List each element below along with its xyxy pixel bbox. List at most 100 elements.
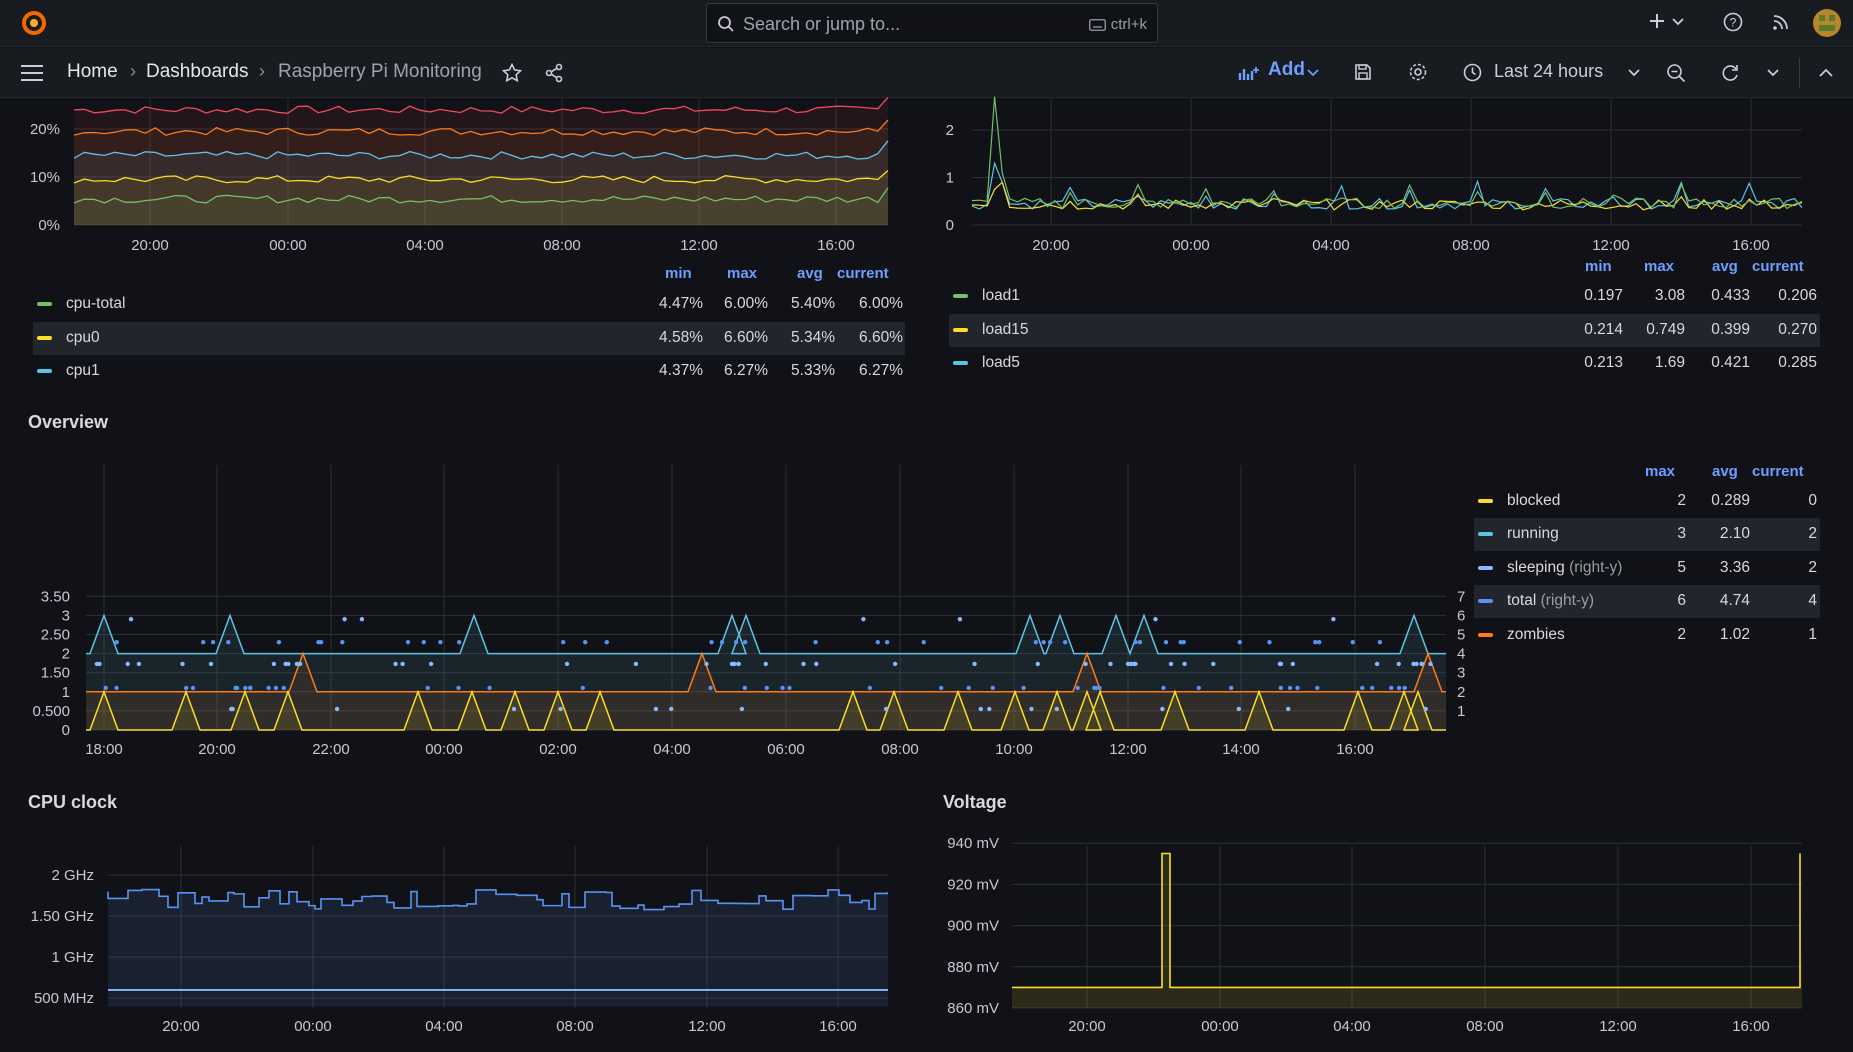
- legend-header-max[interactable]: max: [1644, 258, 1675, 275]
- breadcrumb-home[interactable]: Home: [67, 61, 118, 82]
- legend-header-max[interactable]: max: [727, 265, 758, 282]
- zoom-out-icon[interactable]: [1666, 63, 1686, 83]
- legend-header-max[interactable]: max: [1645, 463, 1676, 480]
- plus-icon[interactable]: [1648, 12, 1666, 30]
- cpu-usage-chart[interactable]: 20% 10% 0% 20:00 00:00 04:00 08:00 12:00 16:00: [0, 96, 900, 358]
- refresh-icon[interactable]: [1720, 63, 1740, 83]
- legend-current: 4: [1808, 592, 1817, 609]
- help-icon[interactable]: ?: [1723, 12, 1743, 32]
- legend-min: 4.58%: [659, 329, 703, 346]
- y-tick-label: 1: [946, 170, 954, 187]
- legend-avg: 0.433: [1711, 287, 1750, 304]
- legend-header-min[interactable]: min: [1585, 258, 1612, 275]
- legend-row-cpu-total[interactable]: cpu-total 4.47% 6.00% 5.40% 6.00%: [33, 288, 905, 321]
- series-point-sleeping: [814, 661, 819, 667]
- add-panel-icon[interactable]: [1238, 65, 1260, 81]
- panel-title[interactable]: Overview: [28, 412, 109, 432]
- series-area: [74, 140, 888, 225]
- star-icon[interactable]: [502, 63, 522, 83]
- series-point-sleeping: [883, 706, 889, 712]
- search-input[interactable]: Search or jump to... ctrl+k: [706, 3, 1158, 43]
- legend-header-current[interactable]: current: [1752, 463, 1804, 480]
- x-tick-label: 12:00: [1109, 741, 1147, 758]
- news-icon[interactable]: [1772, 13, 1790, 31]
- series-point-sleeping: [1420, 661, 1425, 667]
- add-button[interactable]: Add: [1268, 59, 1305, 81]
- series-point-sleeping: [1160, 706, 1165, 712]
- chevron-down-icon[interactable]: [1672, 18, 1684, 26]
- overview-chart[interactable]: 3.50 3 2.50 2 1.50 1 0.500 0 7 6 5 4 3 2 1 18:00 20:00 22…: [0, 450, 1470, 760]
- legend-current: 0.285: [1778, 354, 1817, 371]
- chevron-down-icon[interactable]: [1628, 69, 1640, 77]
- breadcrumb-dashboards[interactable]: Dashboards: [146, 61, 249, 82]
- y-tick-label: 2: [62, 646, 70, 663]
- load-average-chart[interactable]: 2 1 0 20:00 00:00 04:00 08:00 12:00 16:00: [900, 96, 1853, 358]
- avatar[interactable]: [1813, 9, 1841, 37]
- series-point-sleeping: [294, 661, 300, 667]
- legend-row-sleeping[interactable]: sleeping (right-y) 5 3.36 2: [1474, 552, 1820, 585]
- legend-current: 1: [1808, 626, 1817, 643]
- series-point-total: [405, 639, 411, 645]
- x-tick-label: 04:00: [406, 237, 444, 254]
- y-tick-label: 1.50: [41, 665, 70, 682]
- series-point-total: [1178, 639, 1183, 645]
- legend-header-current[interactable]: current: [1752, 258, 1804, 275]
- legend-row-load1[interactable]: load1 0.197 3.08 0.433 0.206: [949, 280, 1820, 313]
- legend-current: 0.206: [1778, 287, 1817, 304]
- legend-row-load15[interactable]: load15 0.214 0.749 0.399 0.270: [949, 314, 1820, 347]
- legend-avg: 2.10: [1719, 525, 1750, 542]
- legend-label: sleeping: [1507, 559, 1565, 576]
- time-range-picker[interactable]: Last 24 hours: [1494, 61, 1604, 81]
- chevron-down-icon[interactable]: [1767, 69, 1779, 77]
- legend-header-avg[interactable]: avg: [797, 265, 823, 282]
- legend-row-total[interactable]: total (right-y) 6 4.74 4: [1474, 585, 1820, 618]
- legend-header-min[interactable]: min: [665, 265, 692, 282]
- menu-icon[interactable]: [20, 64, 44, 82]
- series-point-sleeping: [1083, 661, 1088, 667]
- share-icon[interactable]: [544, 63, 564, 83]
- legend-row-load5[interactable]: load5 0.213 1.69 0.421 0.285: [949, 347, 1820, 380]
- add-label: Add: [1268, 59, 1305, 80]
- legend-row-cpu0[interactable]: cpu0 4.58% 6.60% 5.34% 6.60%: [33, 322, 905, 355]
- x-tick-label: 18:00: [85, 741, 123, 758]
- series-point-total: [561, 639, 566, 645]
- series-point-total: [780, 685, 785, 691]
- legend-header-avg[interactable]: avg: [1712, 258, 1738, 275]
- legend-row-zombies[interactable]: zombies 2 1.02 1: [1474, 619, 1820, 652]
- panel-title[interactable]: CPU clock: [28, 792, 118, 812]
- series-point-total: [1161, 685, 1166, 691]
- x-tick-label: 08:00: [881, 741, 919, 758]
- collapse-icon[interactable]: [1819, 68, 1833, 77]
- gear-icon[interactable]: [1408, 62, 1428, 82]
- series-point-total: [281, 685, 286, 691]
- legend-swatch: [1478, 599, 1493, 603]
- legend-header-current[interactable]: current: [837, 265, 889, 282]
- x-tick-label: 14:00: [1222, 741, 1260, 758]
- x-tick-label: 04:00: [425, 1018, 463, 1035]
- legend-name: cpu-total: [66, 295, 126, 312]
- legend-row-blocked[interactable]: blocked 2 0.289 0: [1474, 485, 1820, 518]
- series-point-sleeping: [987, 706, 992, 712]
- x-tick-label: 08:00: [556, 1018, 594, 1035]
- legend-swatch: [37, 302, 52, 306]
- series-point-sleeping: [428, 661, 434, 667]
- y-tick-label-right: 4: [1457, 646, 1465, 663]
- legend-row-cpu1[interactable]: cpu1 4.37% 6.27% 5.33% 6.27%: [33, 355, 905, 388]
- series-point-total: [1389, 685, 1394, 691]
- x-tick-label: 02:00: [539, 741, 577, 758]
- chevron-down-icon[interactable]: [1307, 69, 1319, 77]
- grafana-logo-icon[interactable]: [20, 9, 48, 37]
- legend-header-avg[interactable]: avg: [1712, 463, 1738, 480]
- save-icon[interactable]: [1354, 63, 1372, 81]
- y-tick-label: 20%: [30, 121, 60, 138]
- series-point-total: [114, 685, 119, 691]
- series-point-sleeping: [1211, 661, 1216, 667]
- series-area: [74, 170, 888, 225]
- voltage-chart[interactable]: 940 mV 920 mV 900 mV 880 mV 860 mV 20:00 00:00…: [900, 830, 1853, 1052]
- cpu-clock-chart[interactable]: 2 GHz 1.50 GHz 1 GHz 500 MHz 20:00 00:00 04:00…: [0, 830, 900, 1052]
- breadcrumb-current: Raspberry Pi Monitoring: [278, 61, 482, 82]
- panel-title[interactable]: Voltage: [943, 792, 1007, 812]
- y-tick-label: 920 mV: [947, 876, 999, 893]
- legend-avg: 5.34%: [791, 329, 835, 346]
- legend-row-running[interactable]: running 3 2.10 2: [1474, 518, 1820, 551]
